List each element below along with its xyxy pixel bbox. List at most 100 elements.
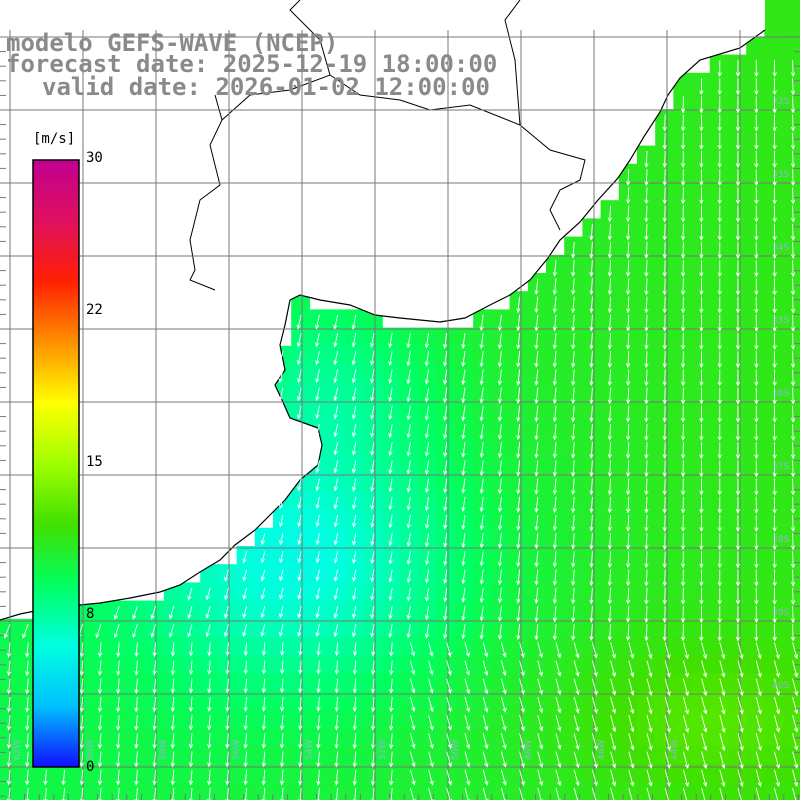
wind-arrow — [225, 660, 230, 675]
field-cell — [509, 637, 529, 656]
wind-arrow — [628, 769, 635, 787]
field-cell — [509, 746, 529, 765]
field-cell — [546, 673, 565, 693]
field-cell — [655, 746, 674, 765]
wind-arrow — [409, 769, 416, 786]
field-cell — [728, 54, 747, 74]
wind-arrow — [573, 696, 580, 714]
wind-arrow — [790, 59, 796, 78]
wind-arrow — [6, 678, 12, 695]
colorbar — [32, 159, 80, 768]
field-cell — [582, 782, 602, 800]
field-cell — [764, 236, 784, 256]
field-cell — [691, 145, 711, 165]
wind-arrow — [334, 642, 339, 657]
field-cell — [564, 764, 583, 784]
wind-arrow — [537, 769, 544, 787]
field-cell — [455, 673, 474, 693]
field-cell — [764, 273, 784, 292]
wind-arrow — [644, 296, 649, 314]
wind-arrow — [607, 387, 612, 405]
wind-arrow — [662, 205, 667, 223]
wind-arrow — [790, 405, 796, 423]
wind-arrow — [298, 678, 303, 694]
field-cell — [564, 728, 583, 747]
wind-arrow — [735, 296, 741, 314]
wind-arrow — [552, 624, 557, 641]
field-cell — [637, 728, 656, 747]
field-cell — [709, 200, 729, 219]
wind-arrow — [790, 369, 796, 387]
wind-arrow — [424, 387, 430, 403]
wind-arrow — [152, 715, 157, 731]
wind-arrow — [790, 423, 796, 442]
wind-arrow — [351, 496, 357, 510]
field-cell — [691, 345, 711, 365]
field-cell — [746, 364, 765, 383]
wind-arrow — [719, 733, 726, 752]
wind-arrow — [571, 442, 576, 459]
wind-arrow — [644, 241, 649, 259]
field-cell — [673, 254, 693, 274]
wind-arrow — [754, 478, 759, 496]
field-cell — [709, 327, 729, 347]
wind-arrow — [170, 660, 175, 676]
wind-arrow — [428, 642, 434, 657]
wind-arrow — [552, 260, 557, 277]
wind-arrow — [134, 678, 139, 695]
wind-arrow — [446, 660, 452, 676]
field-cell — [691, 218, 711, 238]
field-cell — [582, 746, 602, 765]
field-cell — [418, 728, 438, 747]
wind-arrow — [150, 605, 157, 620]
wind-arrow — [552, 296, 557, 314]
wind-arrow — [701, 751, 708, 770]
wind-arrow — [6, 769, 12, 786]
field-cell — [709, 236, 729, 256]
field-cell — [764, 418, 784, 438]
field-cell — [782, 509, 800, 529]
wind-arrow — [333, 605, 339, 619]
wind-arrow — [699, 423, 704, 442]
wind-arrow — [500, 787, 507, 800]
field-cell — [691, 491, 711, 511]
wind-arrow — [607, 460, 612, 478]
wind-arrow — [571, 241, 576, 259]
field-cell — [709, 509, 729, 529]
field-cell — [782, 637, 800, 656]
wind-arrow — [461, 332, 466, 350]
field-cell — [764, 764, 784, 784]
wind-arrow — [644, 314, 649, 332]
field-cell — [728, 582, 747, 602]
wind-arrow — [607, 442, 612, 459]
wind-arrow — [680, 114, 686, 132]
wind-arrow — [754, 296, 759, 314]
wind-arrow — [428, 696, 434, 713]
field-cell — [600, 673, 620, 693]
wind-arrow — [243, 751, 248, 768]
field-cell — [691, 400, 711, 420]
wind-arrow — [699, 132, 704, 150]
wind-arrow — [772, 442, 777, 460]
wind-arrow — [644, 460, 649, 478]
wind-arrow — [735, 60, 741, 78]
wind-arrow — [607, 278, 612, 296]
wind-arrow — [464, 678, 471, 695]
wind-arrow — [625, 551, 631, 569]
wind-arrow — [370, 387, 375, 402]
field-cell — [673, 273, 693, 292]
wind-arrow — [699, 187, 704, 205]
wind-arrow — [116, 715, 121, 731]
field-cell — [709, 546, 729, 565]
wind-arrow — [571, 551, 576, 568]
field-cell — [782, 72, 800, 92]
wind-arrow — [333, 587, 339, 601]
field-cell — [691, 127, 711, 147]
wind-arrow — [464, 769, 471, 786]
wind-arrow — [589, 332, 594, 350]
wind-arrow — [699, 369, 704, 387]
wind-arrow — [298, 769, 303, 786]
field-cell — [691, 746, 711, 765]
wind-arrow — [6, 751, 12, 768]
wind-arrow — [428, 787, 434, 800]
